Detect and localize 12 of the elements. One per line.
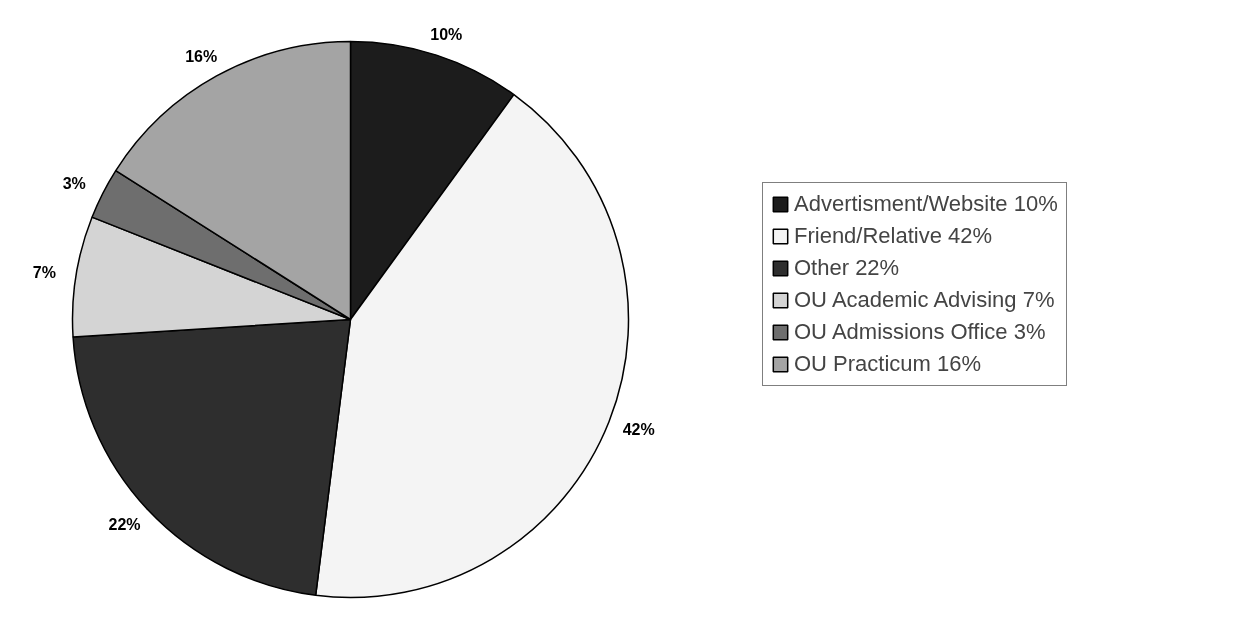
legend-label: Advertisment/Website 10%	[794, 191, 1058, 217]
data-label: 22%	[108, 516, 141, 534]
data-label: 16%	[185, 48, 218, 66]
legend-label: OU Admissions Office 3%	[794, 319, 1046, 345]
legend-label: OU Academic Advising 7%	[794, 287, 1055, 313]
data-label: 3%	[62, 174, 86, 192]
legend-label: Friend/Relative 42%	[794, 223, 993, 249]
data-label: 42%	[622, 421, 655, 439]
legend-label: Other 22%	[794, 255, 900, 281]
data-label: 10%	[430, 25, 463, 43]
legend-label: OU Practicum 16%	[794, 351, 982, 377]
data-label: 7%	[32, 264, 56, 282]
